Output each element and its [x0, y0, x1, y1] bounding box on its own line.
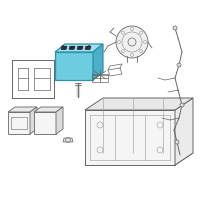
Polygon shape	[30, 107, 37, 134]
Polygon shape	[85, 153, 193, 165]
Polygon shape	[34, 112, 56, 134]
Polygon shape	[61, 46, 67, 49]
Polygon shape	[63, 138, 73, 142]
Polygon shape	[34, 107, 63, 112]
Polygon shape	[85, 46, 91, 49]
Polygon shape	[175, 98, 193, 165]
Circle shape	[177, 63, 181, 67]
Polygon shape	[55, 52, 93, 80]
Polygon shape	[85, 110, 175, 165]
Circle shape	[175, 140, 179, 144]
Polygon shape	[55, 44, 103, 52]
Polygon shape	[8, 112, 30, 134]
Circle shape	[173, 26, 177, 30]
Circle shape	[116, 26, 148, 58]
Polygon shape	[85, 98, 193, 110]
Polygon shape	[56, 107, 63, 134]
Circle shape	[180, 103, 184, 107]
Polygon shape	[8, 107, 37, 112]
Polygon shape	[77, 46, 83, 49]
Polygon shape	[69, 46, 75, 49]
Polygon shape	[93, 44, 103, 80]
